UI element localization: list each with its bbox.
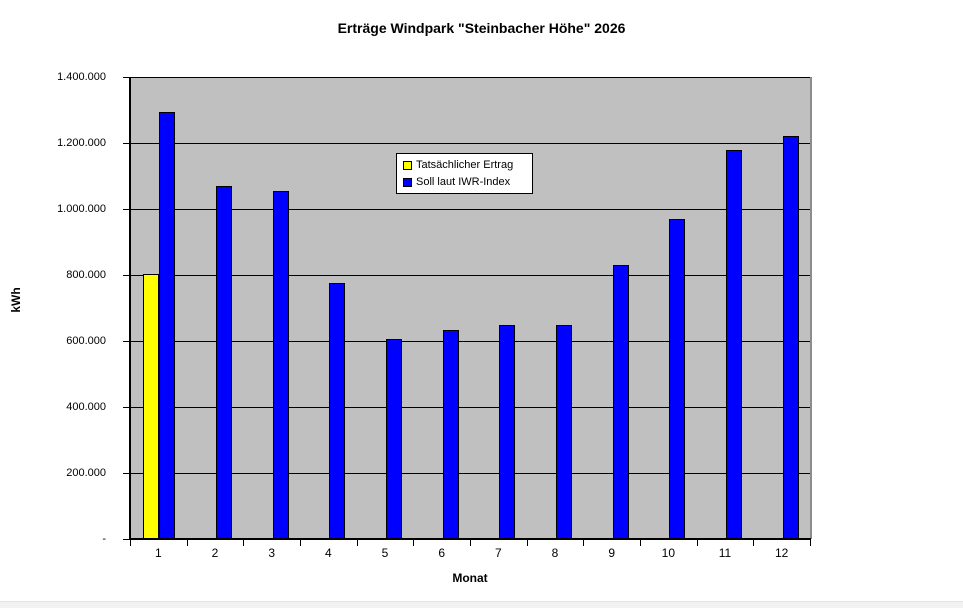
x-tick-mark	[753, 540, 755, 546]
x-tick-label-3: 3	[268, 546, 275, 560]
y-tick-mark	[123, 77, 130, 78]
gridline	[130, 473, 810, 474]
plot-area	[130, 77, 812, 539]
x-tick-label-7: 7	[494, 546, 502, 560]
legend-label: Tatsächlicher Ertrag	[416, 159, 514, 171]
y-tick-label: 600.000	[66, 335, 106, 347]
bar-month-6-series-2	[442, 330, 459, 539]
bar-month-4-series-2	[329, 283, 346, 539]
x-tick-label-4: 4	[324, 546, 332, 560]
x-tick-label-11: 11	[718, 546, 732, 560]
x-tick-label-6: 6	[438, 546, 445, 560]
legend-label: Soll laut IWR-Index	[416, 176, 511, 188]
y-tick-label: 1.200.000	[57, 137, 106, 149]
x-tick-mark	[186, 540, 188, 546]
bar-month-1-series-1	[143, 274, 160, 539]
x-tick-mark	[130, 540, 131, 546]
bar-month-2-series-2	[216, 185, 232, 539]
x-tick-mark	[243, 540, 245, 546]
y-tick-label: 1.400.000	[57, 71, 106, 83]
bar-month-5-series-2	[386, 339, 402, 539]
x-tick-label-12: 12	[774, 546, 789, 560]
x-tick-mark	[583, 540, 585, 546]
bar-month-9-series-2	[612, 265, 629, 539]
y-tick-mark	[123, 209, 130, 210]
y-tick-label: 800.000	[66, 269, 106, 281]
x-tick-label-2: 2	[211, 546, 219, 560]
gridline	[130, 275, 810, 276]
x-axis-line	[129, 538, 811, 540]
legend-swatch-icon	[403, 177, 412, 187]
gridline	[130, 341, 810, 342]
legend-entry-1: Tatsächlicher Ertrag	[403, 159, 532, 171]
gridline	[130, 77, 810, 78]
x-tick-mark	[810, 540, 811, 546]
bottom-strip	[0, 601, 963, 608]
y-tick-label: 400.000	[66, 401, 106, 413]
gridline	[130, 143, 810, 144]
bar-month-11-series-2	[726, 149, 742, 539]
bar-month-3-series-2	[272, 190, 289, 539]
legend-swatch-icon	[403, 160, 412, 170]
y-tick-mark	[123, 473, 130, 474]
x-tick-mark	[413, 540, 415, 546]
x-tick-mark	[470, 540, 471, 546]
y-tick-mark	[123, 407, 130, 408]
y-tick-mark	[123, 143, 130, 144]
bar-month-10-series-2	[669, 218, 686, 539]
bar-month-1-series-2	[159, 111, 176, 539]
legend: Tatsächlicher Ertrag Soll laut IWR-Index	[396, 153, 533, 194]
x-tick-label-9: 9	[608, 546, 615, 560]
bar-month-7-series-2	[499, 325, 516, 539]
gridline	[130, 407, 810, 408]
y-tick-mark	[123, 539, 130, 540]
y-tick-label: -	[102, 533, 106, 545]
x-tick-label-5: 5	[381, 546, 389, 560]
bar-month-12-series-2	[782, 135, 799, 539]
y-tick-mark	[123, 275, 130, 276]
chart-title: Erträge Windpark "Steinbacher Höhe" 2026	[337, 20, 626, 36]
x-tick-mark	[356, 540, 358, 546]
x-tick-mark	[300, 540, 301, 546]
x-axis-title: Monat	[452, 571, 488, 585]
y-tick-label: 1.000.000	[57, 203, 106, 215]
bar-month-8-series-2	[556, 325, 572, 539]
x-tick-mark	[696, 540, 698, 546]
y-tick-label: 200.000	[66, 467, 106, 479]
x-tick-mark	[526, 540, 528, 546]
y-tick-mark	[123, 341, 130, 342]
y-axis-line	[129, 77, 131, 540]
gridline	[130, 209, 810, 210]
legend-entry-2: Soll laut IWR-Index	[403, 176, 532, 188]
x-tick-label-1: 1	[154, 546, 162, 560]
x-tick-mark	[640, 540, 641, 546]
x-tick-label-10: 10	[661, 546, 675, 560]
x-tick-label-8: 8	[551, 546, 559, 560]
